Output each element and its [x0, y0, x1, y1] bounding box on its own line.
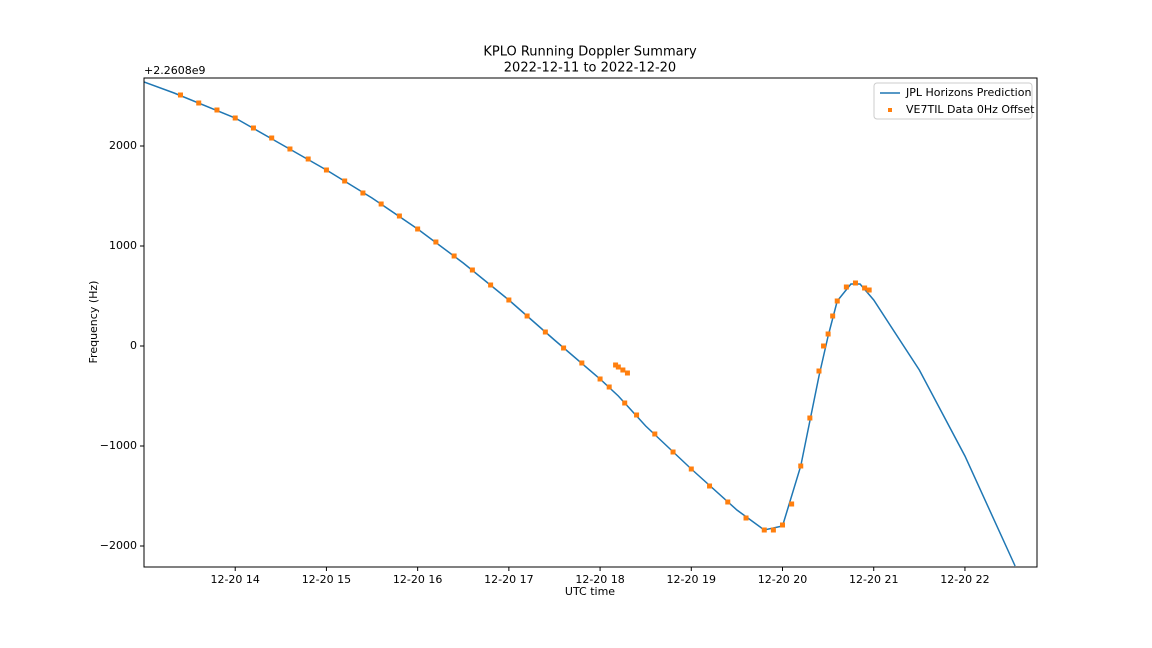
- data-point: [287, 146, 293, 152]
- y-axis-label: Frequency (Hz): [87, 281, 100, 364]
- data-point: [561, 345, 567, 351]
- data-point: [232, 115, 238, 121]
- x-tick-label: 12-20 16: [393, 573, 442, 586]
- x-tick-label: 12-20 21: [849, 573, 898, 586]
- data-point: [269, 135, 275, 141]
- x-tick-label: 12-20 18: [575, 573, 624, 586]
- data-point: [488, 282, 494, 288]
- data-point: [624, 370, 630, 376]
- data-point: [506, 297, 512, 303]
- y-offset-label: +2.2608e9: [144, 64, 205, 77]
- data-point: [606, 384, 612, 390]
- data-point: [852, 280, 858, 286]
- y-tick-label: −1000: [100, 439, 137, 452]
- data-point: [652, 431, 658, 437]
- data-point: [634, 412, 640, 418]
- legend-label: VE7TIL Data 0Hz Offset: [906, 103, 1035, 116]
- data-point: [250, 125, 256, 131]
- y-tick-label: 1000: [109, 239, 137, 252]
- data-point: [834, 298, 840, 304]
- data-point: [360, 190, 366, 196]
- chart-subtitle: 2022-12-11 to 2022-12-20: [504, 61, 676, 76]
- data-point: [451, 253, 457, 259]
- data-point: [620, 367, 626, 373]
- data-point: [770, 527, 776, 533]
- data-point: [323, 167, 329, 173]
- plot-area: [144, 81, 1016, 567]
- data-point: [780, 522, 786, 528]
- data-point: [821, 343, 827, 349]
- data-point: [396, 213, 402, 219]
- data-point: [622, 400, 628, 406]
- data-point: [524, 313, 530, 319]
- data-point: [378, 201, 384, 207]
- data-point: [830, 313, 836, 319]
- plot-frame: [143, 77, 1038, 568]
- data-point: [761, 527, 767, 533]
- data-point: [866, 287, 872, 293]
- chart-title: KPLO Running Doppler Summary: [483, 45, 697, 60]
- data-point: [825, 331, 831, 337]
- data-point: [816, 368, 822, 374]
- x-tick-label: 12-20 14: [210, 573, 259, 586]
- data-point: [342, 178, 348, 184]
- y-tick-label: 0: [130, 339, 137, 352]
- legend-box: [873, 82, 1033, 120]
- x-axis-label: UTC time: [565, 585, 615, 598]
- data-point: [843, 284, 849, 290]
- data-point: [743, 515, 749, 521]
- data-point: [798, 463, 804, 469]
- legend-marker: [888, 108, 892, 112]
- data-point: [707, 483, 713, 489]
- data-point: [807, 415, 813, 421]
- data-point: [615, 364, 621, 370]
- data-point: [415, 226, 421, 232]
- data-point: [688, 466, 694, 472]
- line: [144, 81, 1016, 567]
- data-point: [670, 449, 676, 455]
- legend-label: JPL Horizons Prediction: [905, 86, 1031, 99]
- data-point: [305, 156, 311, 162]
- y-tick-label: −2000: [100, 539, 137, 552]
- data-point: [469, 267, 475, 273]
- y-tick-label: 2000: [109, 139, 137, 152]
- data-point: [433, 239, 439, 245]
- data-point: [725, 499, 731, 505]
- data-point: [542, 329, 548, 335]
- data-point: [789, 501, 795, 507]
- data-point: [214, 107, 220, 113]
- data-point: [862, 285, 868, 291]
- x-tick-label: 12-20 22: [940, 573, 989, 586]
- x-tick-label: 12-20 20: [758, 573, 807, 586]
- data-point: [579, 360, 585, 366]
- x-tick-label: 12-20 15: [302, 573, 351, 586]
- data-point: [613, 362, 619, 368]
- data-point: [597, 376, 603, 382]
- x-tick-label: 12-20 19: [667, 573, 716, 586]
- x-tick-label: 12-20 17: [484, 573, 533, 586]
- data-point: [196, 100, 202, 106]
- data-point: [177, 92, 183, 98]
